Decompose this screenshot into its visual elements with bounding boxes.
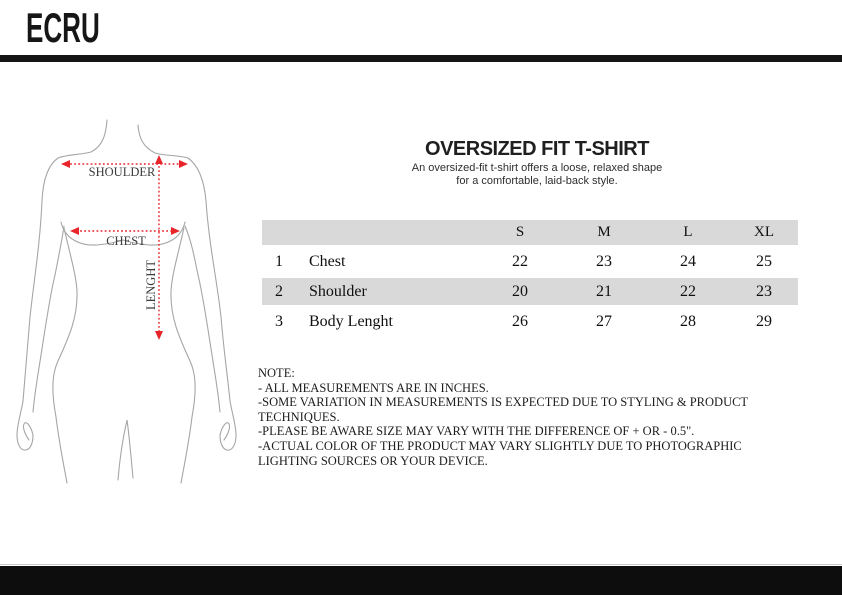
body-outline-left	[16, 119, 108, 451]
body-outline-right	[137, 124, 237, 451]
row-label: Shoulder	[309, 282, 367, 300]
length-label: LENGHT	[144, 260, 158, 310]
note-item: -SOME VARIATION IN MEASUREMENTS IS EXPEC…	[258, 395, 748, 424]
column-header-l: L	[683, 224, 693, 240]
notes-section: NOTE: - ALL MEASUREMENTS ARE IN INCHES. …	[258, 366, 788, 468]
measurement-arrows	[61, 155, 188, 340]
shoulder-label: SHOULDER	[89, 165, 156, 179]
product-subtitle: An oversized-fit t-shirt offers a loose,…	[262, 162, 812, 187]
torso-right	[170, 227, 196, 484]
table-row-body-length: 3 Body Lenght 26 27 28 29	[262, 305, 798, 339]
body-outline	[16, 119, 237, 484]
notes-heading: NOTE:	[258, 366, 295, 380]
shoulder-arrowhead-left	[61, 160, 70, 168]
body-inner-arm-left	[32, 225, 65, 413]
row-number: 3	[275, 313, 283, 330]
body-measurement-diagram: SHOULDER CHEST LENGHT	[16, 119, 237, 484]
length-arrowhead-bottom	[155, 331, 163, 340]
cell-value: 23	[596, 252, 612, 270]
cell-value: 28	[680, 313, 696, 330]
cell-value: 25	[756, 252, 772, 270]
product-title: OVERSIZED FIT T-SHIRT	[425, 138, 649, 160]
column-header-m: M	[597, 224, 611, 240]
size-table: S M L XL 1 Chest 22 23 24 25 2 Shoulder …	[262, 220, 798, 339]
cell-value: 22	[512, 252, 528, 270]
crotch-lines	[117, 419, 134, 481]
brand-logo: ECRU	[26, 4, 100, 51]
row-number: 1	[275, 252, 283, 270]
cell-value: 21	[596, 282, 612, 300]
cell-value: 22	[680, 282, 696, 300]
table-row-chest: 1 Chest 22 23 24 25	[262, 245, 798, 278]
cell-value: 24	[680, 252, 696, 270]
bust-curves	[60, 221, 186, 246]
chest-arrowhead-left	[70, 227, 79, 235]
torso-left	[52, 227, 78, 484]
column-header-xl: XL	[754, 224, 774, 240]
cell-value: 20	[512, 282, 528, 300]
note-item: -ACTUAL COLOR OF THE PRODUCT MAY VARY SL…	[258, 438, 742, 468]
cell-value: 26	[512, 313, 528, 330]
header-spacer	[296, 220, 478, 245]
shoulder-arrowhead-right	[179, 160, 188, 168]
product-subtitle-line2: for a comfortable, laid-back style.	[456, 174, 618, 187]
row-number: 2	[275, 282, 283, 300]
note-item: - ALL MEASUREMENTS ARE IN INCHES.	[258, 380, 489, 395]
length-arrowhead-top	[155, 155, 163, 164]
note-item: -PLEASE BE AWARE SIZE MAY VARY WITH THE …	[258, 424, 695, 439]
column-header-s: S	[515, 224, 525, 240]
cell-value: 23	[756, 282, 772, 300]
body-inner-arm-right	[184, 225, 221, 413]
row-label: Body Lenght	[309, 313, 393, 330]
footer-bar	[0, 566, 842, 595]
size-table-header-row: S M L XL	[262, 220, 798, 245]
header-divider-bar	[0, 55, 842, 62]
header-spacer	[262, 220, 296, 245]
cell-value: 29	[756, 313, 772, 330]
table-row-shoulder: 2 Shoulder 20 21 22 23	[262, 278, 798, 305]
footer-divider-line	[0, 564, 842, 565]
chest-label: CHEST	[106, 234, 146, 248]
cell-value: 27	[596, 313, 612, 330]
chest-arrowhead-right	[171, 227, 180, 235]
product-subtitle-line1: An oversized-fit t-shirt offers a loose,…	[411, 162, 663, 174]
diagram-labels: SHOULDER CHEST LENGHT	[89, 165, 158, 310]
row-label: Chest	[309, 252, 346, 270]
